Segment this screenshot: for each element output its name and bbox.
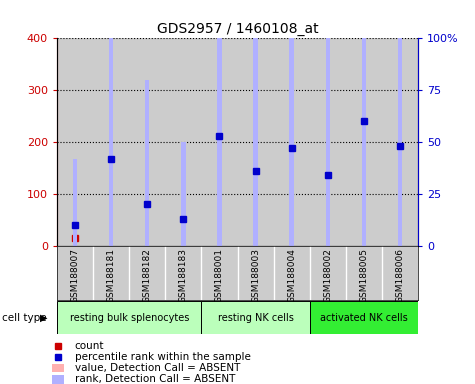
Bar — [52, 364, 64, 372]
Bar — [361, 38, 366, 246]
Bar — [289, 0, 294, 246]
Bar — [109, 0, 114, 246]
Bar — [57, 38, 93, 246]
Text: activated NK cells: activated NK cells — [320, 313, 408, 323]
Bar — [145, 80, 150, 246]
Bar — [181, 142, 186, 246]
Bar — [346, 38, 382, 246]
Text: GSM188181: GSM188181 — [107, 248, 115, 303]
Text: GSM188004: GSM188004 — [287, 248, 296, 303]
Bar — [109, 132, 114, 246]
Bar — [181, 230, 186, 246]
Text: percentile rank within the sample: percentile rank within the sample — [75, 352, 250, 362]
Bar — [73, 159, 77, 246]
Bar — [361, 0, 366, 246]
Bar — [253, 170, 258, 246]
Text: GSM188005: GSM188005 — [360, 248, 368, 303]
Bar — [201, 301, 310, 334]
Text: GSM188183: GSM188183 — [179, 248, 188, 303]
Text: cell type: cell type — [2, 313, 47, 323]
Bar — [129, 38, 165, 246]
Text: GSM188006: GSM188006 — [396, 248, 404, 303]
Text: GSM188002: GSM188002 — [323, 248, 332, 303]
Bar — [238, 38, 274, 246]
Bar — [217, 56, 222, 246]
Bar — [310, 38, 346, 246]
Text: ▶: ▶ — [40, 313, 48, 323]
Bar — [73, 235, 77, 246]
Text: resting bulk splenocytes: resting bulk splenocytes — [69, 313, 189, 323]
Text: GSM188001: GSM188001 — [215, 248, 224, 303]
Bar — [398, 0, 402, 246]
Text: count: count — [75, 341, 104, 351]
Text: resting NK cells: resting NK cells — [218, 313, 294, 323]
Bar — [398, 139, 402, 246]
Text: GSM188003: GSM188003 — [251, 248, 260, 303]
Bar — [217, 0, 222, 246]
Bar — [310, 301, 418, 334]
Bar — [253, 0, 258, 246]
Bar — [289, 129, 294, 246]
Bar — [145, 215, 150, 246]
Bar — [274, 38, 310, 246]
Bar — [201, 38, 238, 246]
Bar — [57, 301, 201, 334]
Bar — [52, 375, 64, 384]
Bar — [382, 38, 418, 246]
Bar — [165, 38, 201, 246]
Text: GSM188007: GSM188007 — [71, 248, 79, 303]
Bar — [325, 0, 330, 246]
Text: GSM188182: GSM188182 — [143, 248, 152, 303]
Text: rank, Detection Call = ABSENT: rank, Detection Call = ABSENT — [75, 374, 235, 384]
Bar — [93, 38, 129, 246]
Title: GDS2957 / 1460108_at: GDS2957 / 1460108_at — [157, 22, 318, 36]
Text: value, Detection Call = ABSENT: value, Detection Call = ABSENT — [75, 363, 240, 373]
